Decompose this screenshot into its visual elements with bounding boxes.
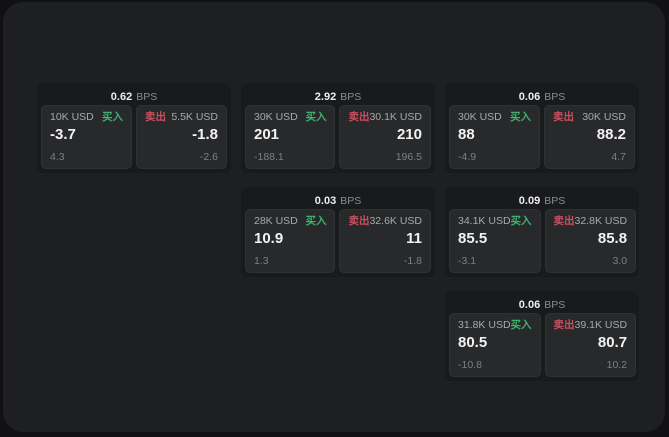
bps-unit-label: BPS — [340, 195, 362, 207]
buy-amount: 10K USD — [50, 111, 94, 123]
sell-pane[interactable]: 卖出 30K USD 88.2 4.7 — [544, 105, 635, 169]
quote-card: 2.92 BPS 30K USD 买入 201 -188.1 卖出 30.1K U… — [241, 83, 435, 173]
buy-pane[interactable]: 28K USD 买入 10.9 1.3 — [245, 209, 336, 273]
sell-label: 卖出 — [553, 215, 575, 227]
sell-delta: 10.2 — [606, 359, 628, 371]
sell-pane[interactable]: 卖出 32.6K USD 11 -1.8 — [339, 209, 431, 273]
quote-card: 0.06 BPS 31.8K USD 买入 80.5 -10.8 卖出 39.1K… — [445, 291, 639, 381]
buy-pane[interactable]: 30K USD 买入 201 -188.1 — [245, 105, 336, 169]
buy-delta: -3.1 — [458, 255, 477, 267]
buy-delta: -188.1 — [254, 151, 284, 163]
quote-card: 0.03 BPS 28K USD 买入 10.9 1.3 卖出 32.6K USD… — [241, 187, 435, 277]
buy-amount: 30K USD — [458, 111, 502, 123]
card-header: 0.09 BPS — [449, 190, 635, 209]
buy-pane[interactable]: 31.8K USD 买入 80.5 -10.8 — [449, 313, 541, 377]
sell-label: 卖出 — [348, 215, 370, 227]
sell-delta: 4.7 — [611, 151, 626, 163]
sell-amount: 30K USD — [582, 111, 626, 123]
bps-value: 0.06 — [518, 299, 541, 311]
buy-price: 85.5 — [458, 230, 488, 247]
card-header: 0.62 BPS — [41, 86, 227, 105]
bps-value: 0.06 — [518, 91, 541, 103]
quote-cards-grid: 0.62 BPS 10K USD 买入 -3.7 4.3 卖出 5.5K USD … — [37, 83, 639, 381]
buy-price: 201 — [254, 126, 280, 143]
bps-unit-label: BPS — [544, 195, 566, 207]
card-header: 0.03 BPS — [245, 190, 431, 209]
sell-label: 卖出 — [348, 111, 370, 123]
card-body: 34.1K USD 买入 85.5 -3.1 卖出 32.8K USD 85.8… — [449, 209, 637, 273]
buy-amount: 31.8K USD — [458, 319, 511, 331]
bps-value: 0.62 — [110, 91, 133, 103]
buy-label: 买入 — [510, 319, 532, 331]
buy-price: 80.5 — [458, 334, 488, 351]
buy-delta: 1.3 — [254, 255, 269, 267]
buy-pane[interactable]: 30K USD 买入 88 -4.9 — [449, 105, 540, 169]
sell-amount: 32.6K USD — [369, 215, 422, 227]
bps-unit-label: BPS — [544, 299, 566, 311]
buy-amount: 34.1K USD — [458, 215, 511, 227]
buy-label: 买入 — [305, 111, 327, 123]
sell-amount: 39.1K USD — [574, 319, 628, 331]
buy-price: 88 — [458, 126, 475, 143]
bps-unit-label: BPS — [136, 91, 158, 103]
buy-label: 买入 — [305, 215, 327, 227]
bps-value: 0.09 — [518, 195, 541, 207]
buy-delta: 4.3 — [50, 151, 65, 163]
card-body: 30K USD 买入 88 -4.9 卖出 30K USD 88.2 4.7 — [449, 105, 635, 169]
card-header: 0.06 BPS — [449, 294, 635, 313]
sell-price: 85.8 — [597, 230, 628, 247]
sell-amount: 32.8K USD — [574, 215, 628, 227]
quote-card: 0.09 BPS 34.1K USD 买入 85.5 -3.1 卖出 32.8K … — [445, 187, 639, 277]
buy-pane[interactable]: 34.1K USD 买入 85.5 -3.1 — [449, 209, 541, 273]
buy-pane[interactable]: 10K USD 买入 -3.7 4.3 — [41, 105, 132, 169]
sell-delta: 3.0 — [612, 255, 628, 267]
sell-pane[interactable]: 卖出 5.5K USD -1.8 -2.6 — [136, 105, 227, 169]
sell-price: 210 — [396, 126, 422, 143]
card-body: 10K USD 买入 -3.7 4.3 卖出 5.5K USD -1.8 -2.… — [41, 105, 227, 169]
sell-price: 11 — [406, 230, 422, 247]
card-body: 28K USD 买入 10.9 1.3 卖出 32.6K USD 11 -1.8 — [245, 209, 431, 273]
buy-amount: 28K USD — [254, 215, 298, 227]
sell-pane[interactable]: 卖出 30.1K USD 210 196.5 — [339, 105, 431, 169]
buy-label: 买入 — [510, 215, 532, 227]
quote-card: 0.62 BPS 10K USD 买入 -3.7 4.3 卖出 5.5K USD … — [37, 83, 231, 173]
sell-price: 80.7 — [597, 334, 628, 351]
sell-delta: -1.8 — [403, 255, 422, 267]
card-body: 30K USD 买入 201 -188.1 卖出 30.1K USD 210 1… — [245, 105, 431, 169]
quote-card: 0.06 BPS 30K USD 买入 88 -4.9 卖出 30K USD 88… — [445, 83, 639, 173]
sell-delta: -2.6 — [199, 151, 218, 163]
sell-amount: 30.1K USD — [369, 111, 422, 123]
sell-price: 88.2 — [596, 126, 626, 143]
sell-pane[interactable]: 卖出 32.8K USD 85.8 3.0 — [544, 209, 637, 273]
card-body: 31.8K USD 买入 80.5 -10.8 卖出 39.1K USD 80.… — [449, 313, 637, 377]
bps-value: 0.03 — [314, 195, 337, 207]
sell-label: 卖出 — [553, 111, 574, 123]
sell-price: -1.8 — [192, 126, 218, 143]
sell-amount: 5.5K USD — [171, 111, 218, 123]
bps-unit-label: BPS — [340, 91, 362, 103]
sell-delta: 196.5 — [395, 151, 422, 163]
card-header: 2.92 BPS — [245, 86, 431, 105]
buy-delta: -10.8 — [458, 359, 482, 371]
buy-price: -3.7 — [50, 126, 76, 143]
bps-unit-label: BPS — [544, 91, 566, 103]
card-header: 0.06 BPS — [449, 86, 635, 105]
sell-label: 卖出 — [553, 319, 575, 331]
sell-pane[interactable]: 卖出 39.1K USD 80.7 10.2 — [544, 313, 637, 377]
buy-amount: 30K USD — [254, 111, 298, 123]
buy-delta: -4.9 — [458, 151, 477, 163]
buy-label: 买入 — [102, 111, 123, 123]
buy-label: 买入 — [510, 111, 531, 123]
bps-value: 2.92 — [314, 91, 337, 103]
buy-price: 10.9 — [254, 230, 284, 247]
sell-label: 卖出 — [145, 111, 166, 123]
